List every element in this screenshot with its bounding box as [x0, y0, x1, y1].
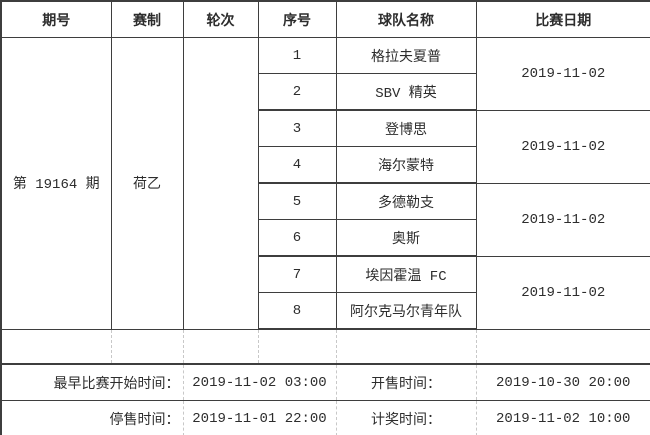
- spacer-cell: [335, 329, 476, 365]
- sale-open-label: 开售时间：: [335, 364, 476, 401]
- serial-cell: 2: [257, 73, 336, 111]
- match-row-6: 6 奥斯: [1, 219, 650, 257]
- team-cell: 多德勒支: [335, 183, 476, 220]
- team-cell: 海尔蒙特: [335, 146, 476, 184]
- sale-open-value: 2019-10-30 20:00: [475, 364, 650, 401]
- serial-cell: 8: [257, 292, 336, 330]
- spacer-cell: [257, 329, 336, 365]
- round-cell: [182, 37, 258, 330]
- match-row-2: 2 SBV 精英: [1, 73, 650, 111]
- match-row-1: 第 19164 期 荷乙 1 格拉夫夏普 2019-11-02: [1, 37, 650, 330]
- sale-close-value: 2019-11-01 22:00: [182, 400, 336, 435]
- serial-cell: 7: [257, 256, 336, 293]
- team-cell: SBV 精英: [335, 73, 476, 111]
- serial-cell: 6: [257, 219, 336, 257]
- serial-cell: 4: [257, 146, 336, 184]
- match-date-cell: 2019-11-02: [475, 183, 650, 257]
- earliest-start-value: 2019-11-02 03:00: [182, 364, 336, 401]
- team-cell: 阿尔克马尔青年队: [335, 292, 476, 330]
- team-cell: 登博思: [335, 110, 476, 147]
- spacer-row: [1, 329, 650, 365]
- prize-draw-value: 2019-11-02 10:00: [475, 400, 650, 435]
- col-header-league: 赛制: [110, 1, 183, 38]
- serial-cell: 5: [257, 183, 336, 220]
- spacer-cell: [182, 329, 258, 365]
- spacer-cell: [1, 329, 111, 365]
- serial-cell: 3: [257, 110, 336, 147]
- match-date-cell: 2019-11-02: [475, 37, 650, 111]
- serial-cell: 1: [257, 37, 336, 74]
- team-cell: 埃因霍温 FC: [335, 256, 476, 293]
- header-row: 期号 赛制 轮次 序号 球队名称 比赛日期: [1, 1, 650, 38]
- footer-row-1: 最早比赛开始时间： 2019-11-02 03:00 开售时间： 2019-10…: [1, 364, 650, 401]
- match-row-5: 5 多德勒支 2019-11-02: [1, 183, 650, 257]
- col-header-serial: 序号: [257, 1, 336, 38]
- team-cell: 格拉夫夏普: [335, 37, 476, 74]
- prize-draw-label: 计奖时间：: [335, 400, 476, 435]
- match-date-cell: 2019-11-02: [475, 256, 650, 330]
- match-date-cell: 2019-11-02: [475, 110, 650, 184]
- col-header-round: 轮次: [182, 1, 258, 38]
- match-row-7: 7 埃因霍温 FC 2019-11-02: [1, 256, 650, 330]
- col-header-team: 球队名称: [335, 1, 476, 38]
- earliest-start-label: 最早比赛开始时间：: [1, 364, 183, 401]
- col-header-date: 比赛日期: [475, 1, 650, 38]
- spacer-cell: [110, 329, 183, 365]
- issue-number-cell: 第 19164 期: [1, 37, 111, 330]
- footer-row-2: 停售时间： 2019-11-01 22:00 计奖时间： 2019-11-02 …: [1, 400, 650, 435]
- league-cell: 荷乙: [110, 37, 183, 330]
- match-row-4: 4 海尔蒙特: [1, 146, 650, 184]
- spacer-cell: [475, 329, 650, 365]
- sale-close-label: 停售时间：: [109, 412, 180, 429]
- col-header-issue: 期号: [1, 1, 111, 38]
- team-cell: 奥斯: [335, 219, 476, 257]
- match-row-8: 8 阿尔克马尔青年队: [1, 292, 650, 330]
- match-row-3: 3 登博思 2019-11-02: [1, 110, 650, 184]
